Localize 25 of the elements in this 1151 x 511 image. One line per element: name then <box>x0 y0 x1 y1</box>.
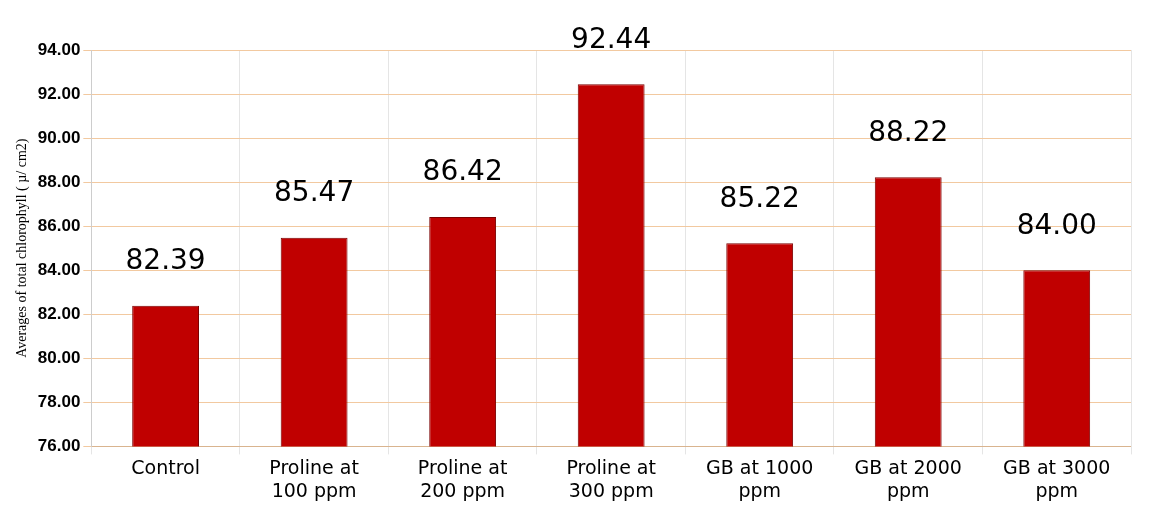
y-tick-label: 94.00 <box>37 39 81 59</box>
data-label: 82.39 <box>125 242 206 276</box>
data-label: 88.22 <box>868 114 949 148</box>
y-tick-label: 82.00 <box>37 303 81 323</box>
data-label: 84.00 <box>1016 207 1097 241</box>
y-tick-label: 88.00 <box>37 171 81 191</box>
x-tick-label: Proline at 300 ppm <box>566 455 656 501</box>
y-axis-title: Averages of total chlorophyll ( µ/ cm2) <box>14 138 31 358</box>
x-tick-label: GB at 3000 ppm <box>1003 455 1111 501</box>
x-tick-label: Proline at 200 ppm <box>417 455 508 501</box>
x-tick-label: Proline at 100 ppm <box>269 455 359 501</box>
y-tick-label: 92.00 <box>37 83 81 103</box>
y-tick-label: 76.00 <box>37 436 81 456</box>
y-tick-label: 84.00 <box>37 259 81 279</box>
data-label: 85.47 <box>274 175 355 209</box>
x-tick-label: GB at 1000 ppm <box>706 455 814 501</box>
data-label: 85.22 <box>719 180 800 214</box>
y-tick-label: 86.00 <box>37 215 81 235</box>
y-tick-label: 78.00 <box>37 392 81 412</box>
data-label: 86.42 <box>422 154 503 188</box>
x-tick-label: GB at 2000 ppm <box>854 455 962 501</box>
y-tick-label: 80.00 <box>37 348 81 367</box>
y-tick-label: 90.00 <box>37 127 81 147</box>
data-label: 92.44 <box>571 21 652 55</box>
x-tick-label: Control <box>131 455 200 478</box>
